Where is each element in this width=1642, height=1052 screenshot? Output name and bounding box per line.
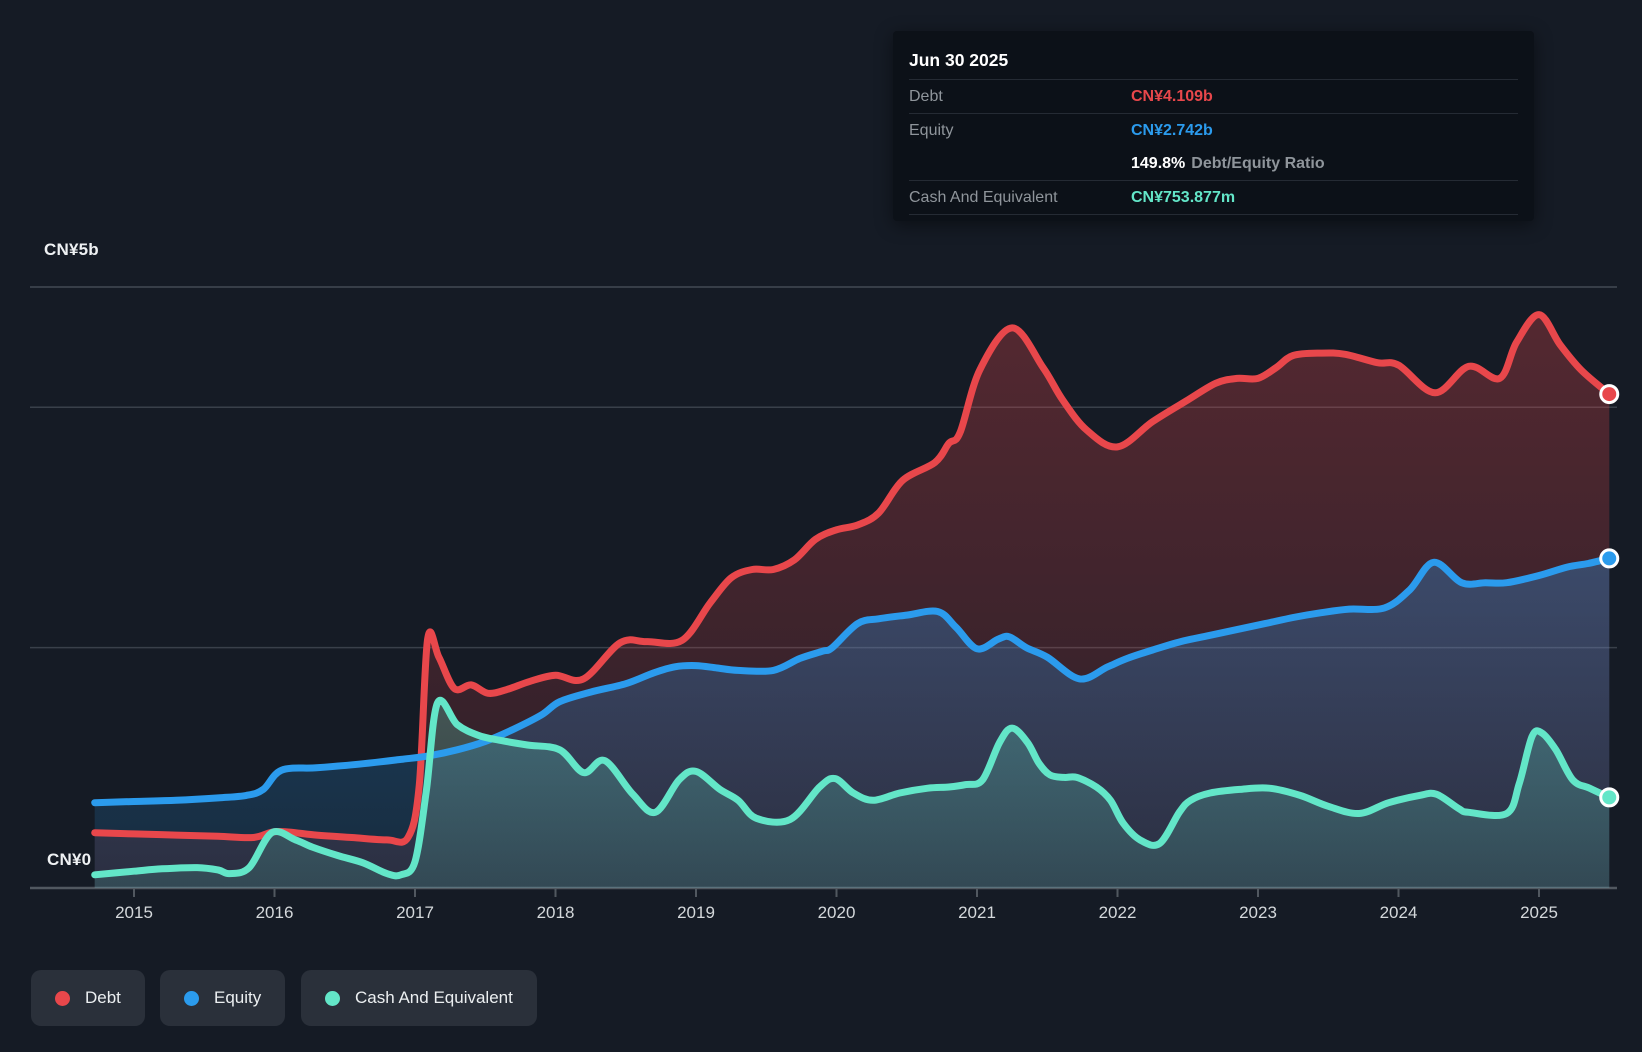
tooltip-cash-value: CN¥753.877m <box>1131 188 1236 206</box>
cash-and-equivalent-line <box>91 696 1613 880</box>
y-axis-label-5b: CN¥5b <box>44 240 99 259</box>
x-axis-year-label: 2021 <box>958 903 996 922</box>
y-axis-label-0: CN¥0 <box>47 850 92 869</box>
debt-endpoint-marker[interactable] <box>1599 384 1620 405</box>
legend-item-equity[interactable]: Equity <box>160 970 286 1026</box>
x-axis-year-label: 2020 <box>817 903 856 922</box>
equity-swatch-icon <box>184 990 199 1006</box>
tooltip-equity-label: Equity <box>909 121 954 139</box>
equity-endpoint-marker[interactable] <box>1599 548 1620 569</box>
tooltip-equity-row: Equity CN¥2.742b <box>909 114 1518 147</box>
legend-item-label: Equity <box>214 988 262 1007</box>
tooltip-date: Jun 30 2025 <box>909 41 1518 80</box>
tooltip-cash-row: Cash And Equivalent CN¥753.877m <box>909 181 1518 215</box>
cash-swatch-icon <box>325 990 340 1006</box>
tooltip-debt-row: Debt CN¥4.109b <box>909 80 1518 114</box>
tooltip-ratio-row: 149.8% Debt/Equity Ratio <box>909 147 1518 181</box>
tooltip-ratio-value: 149.8% <box>1131 154 1186 172</box>
x-axis-year-label: 2025 <box>1520 903 1558 922</box>
x-axis-year-label: 2019 <box>677 903 715 922</box>
x-axis-year-label: 2015 <box>115 903 153 922</box>
debt-line <box>91 311 1613 846</box>
chart-tooltip: Jun 30 2025 Debt CN¥4.109b Equity CN¥2.7… <box>893 31 1534 221</box>
tooltip-equity-value: CN¥2.742b <box>1131 121 1213 139</box>
tooltip-debt-label: Debt <box>909 87 943 105</box>
tooltip-debt-value: CN¥4.109b <box>1131 87 1213 105</box>
cash-and-equivalent-endpoint-marker[interactable] <box>1599 787 1620 808</box>
x-axis-year-label: 2018 <box>536 903 575 922</box>
tooltip-cash-label: Cash And Equivalent <box>909 188 1058 206</box>
x-axis-year-label: 2023 <box>1239 903 1277 922</box>
x-axis-year-label: 2016 <box>255 903 294 922</box>
tooltip-ratio-label: Debt/Equity Ratio <box>1191 154 1325 172</box>
x-axis-year-label: 2017 <box>396 903 434 922</box>
legend-item-cash[interactable]: Cash And Equivalent <box>301 970 537 1026</box>
legend-item-debt[interactable]: Debt <box>31 970 145 1026</box>
debt-swatch-icon <box>55 990 70 1006</box>
x-axis-year-label: 2022 <box>1098 903 1137 922</box>
legend-item-label: Cash And Equivalent <box>355 988 513 1007</box>
legend-item-label: Debt <box>85 988 121 1007</box>
x-axis-year-label: 2024 <box>1379 903 1418 922</box>
equity-line <box>91 554 1613 807</box>
